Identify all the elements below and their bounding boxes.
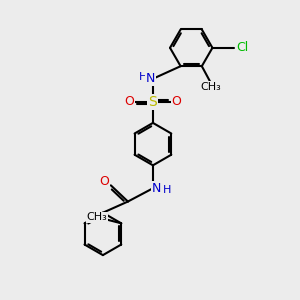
Text: N: N	[146, 72, 155, 85]
Text: H: H	[139, 72, 147, 82]
Text: CH₃: CH₃	[86, 212, 107, 222]
Text: H: H	[163, 185, 171, 195]
Text: S: S	[148, 95, 157, 109]
Text: O: O	[99, 175, 109, 188]
Text: CH₃: CH₃	[200, 82, 221, 92]
Text: O: O	[124, 95, 134, 108]
Text: O: O	[172, 95, 182, 108]
Text: Cl: Cl	[236, 41, 249, 54]
Text: N: N	[152, 182, 161, 195]
